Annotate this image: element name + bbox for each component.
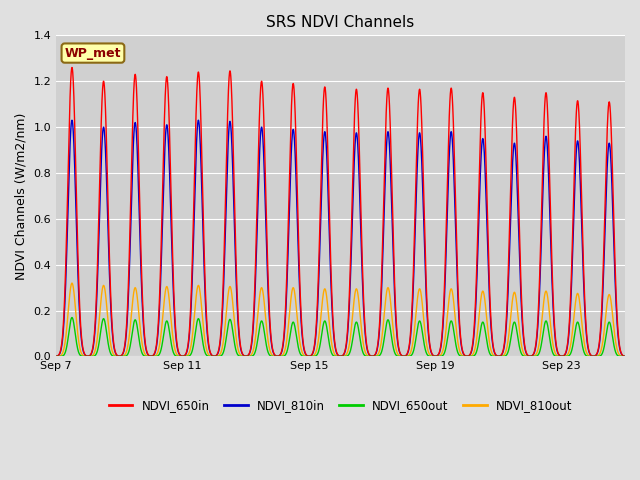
Text: WP_met: WP_met bbox=[65, 47, 121, 60]
Title: SRS NDVI Channels: SRS NDVI Channels bbox=[266, 15, 415, 30]
Legend: NDVI_650in, NDVI_810in, NDVI_650out, NDVI_810out: NDVI_650in, NDVI_810in, NDVI_650out, NDV… bbox=[104, 395, 577, 417]
Y-axis label: NDVI Channels (W/m2/nm): NDVI Channels (W/m2/nm) bbox=[15, 112, 28, 280]
